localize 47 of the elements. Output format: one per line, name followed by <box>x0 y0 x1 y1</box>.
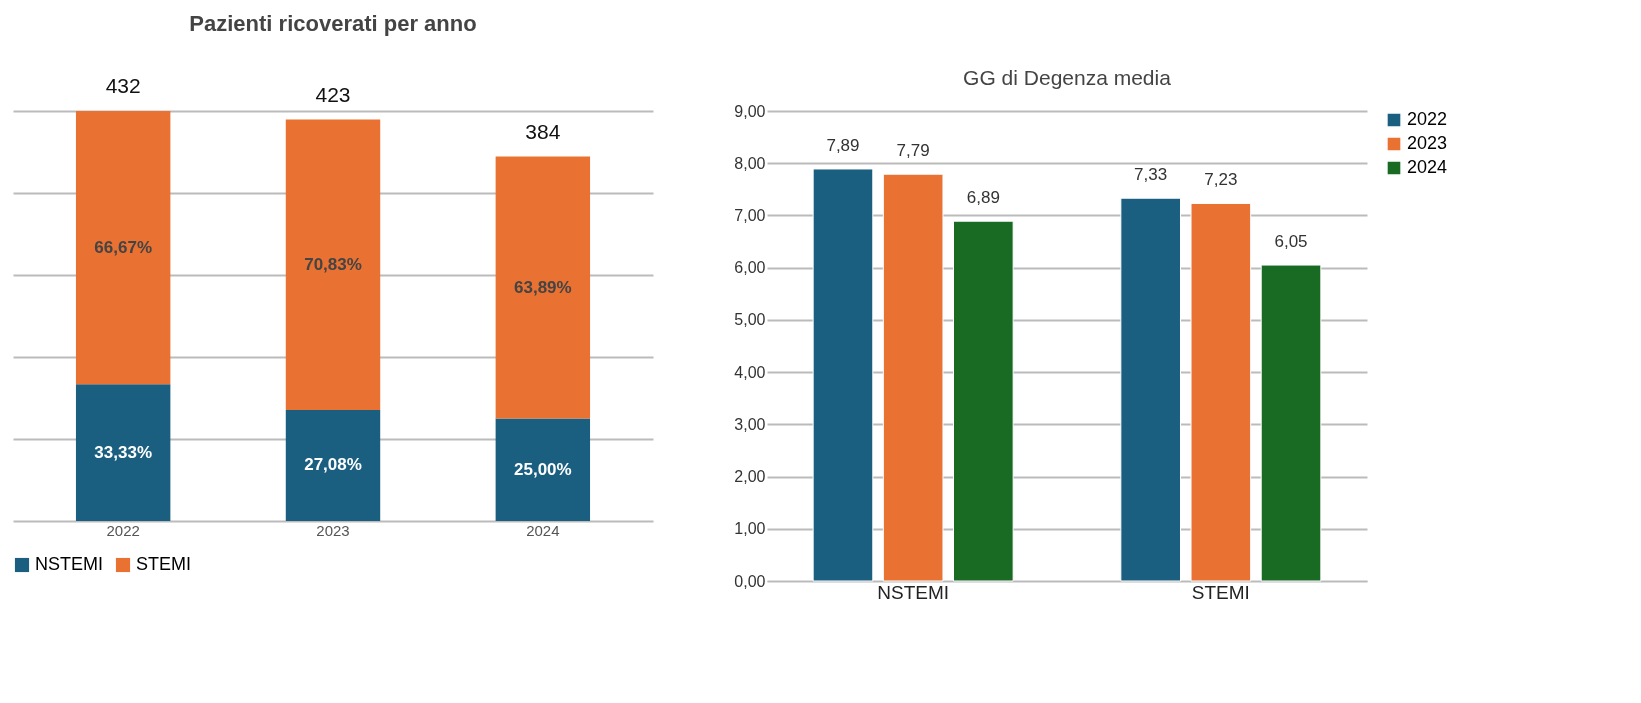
y-tick-label: 8,00 <box>734 154 766 172</box>
data-label: 70,83% <box>304 254 362 274</box>
data-label: 7,79 <box>896 141 930 161</box>
y-tick-label: 0,00 <box>734 572 766 590</box>
y-tick-label: 5,00 <box>734 311 766 329</box>
y-tick-label: 9,00 <box>734 102 766 120</box>
bar <box>285 409 381 521</box>
legend-label: STEMI <box>136 554 192 574</box>
x-tick-label: 2022 <box>106 521 140 539</box>
y-tick-label: 2,00 <box>734 468 766 486</box>
bar <box>882 173 944 582</box>
data-label: 27,08% <box>304 455 362 475</box>
data-label: 7,33 <box>1134 165 1168 185</box>
data-label: 66,67% <box>94 237 152 257</box>
bar <box>953 220 1014 582</box>
bar <box>75 384 171 521</box>
legend-label: 2024 <box>1407 157 1448 177</box>
y-tick-label: 3,00 <box>734 415 766 433</box>
x-tick-label: 2024 <box>526 521 560 539</box>
bar <box>285 119 381 410</box>
bar <box>495 156 591 419</box>
legend-label: 2022 <box>1407 109 1448 129</box>
data-label: 63,89% <box>514 277 572 297</box>
bar <box>1260 264 1322 582</box>
bar <box>1120 197 1181 582</box>
legend-label: NSTEMI <box>35 554 104 574</box>
data-label: 25,00% <box>514 459 572 479</box>
data-label: 6,89 <box>966 188 1000 208</box>
x-tick-label: 2023 <box>316 521 350 539</box>
annotation: 384 <box>525 119 561 143</box>
y-tick-label: 4,00 <box>734 363 766 381</box>
annotation: 423 <box>315 82 351 106</box>
legend-label: 2023 <box>1407 133 1448 153</box>
data-label: 7,89 <box>826 135 860 155</box>
y-tick-label: 6,00 <box>734 259 766 277</box>
bar <box>812 168 874 582</box>
chart-title: Pazienti ricoverati per anno <box>189 11 477 36</box>
data-label: 33,33% <box>94 442 152 462</box>
data-label: 7,23 <box>1204 170 1238 190</box>
bar <box>495 418 591 521</box>
bar <box>75 111 171 385</box>
y-tick-label: 1,00 <box>734 520 766 538</box>
bar <box>1190 202 1252 582</box>
annotation: 432 <box>105 74 141 97</box>
chart-title: GG di Degenza media <box>963 66 1172 89</box>
data-label: 6,05 <box>1274 232 1308 252</box>
y-tick-label: 7,00 <box>734 206 766 224</box>
